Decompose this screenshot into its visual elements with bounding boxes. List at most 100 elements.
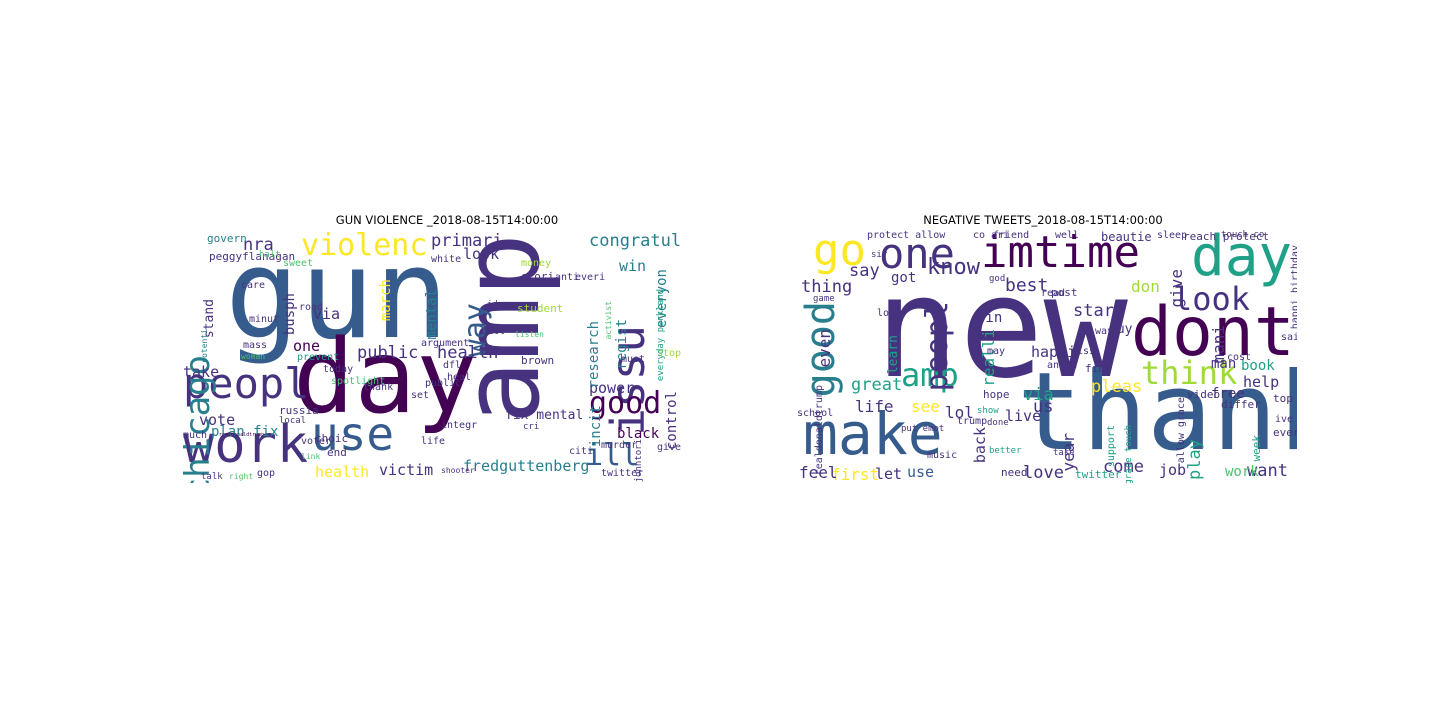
word-support: support — [1106, 425, 1117, 468]
word-public: public — [357, 343, 419, 363]
word-book: book — [1241, 358, 1275, 374]
word-job: job — [1159, 461, 1187, 479]
word-victim: victim — [379, 461, 434, 479]
word-twitter: twitter — [601, 468, 644, 479]
word-school: school — [797, 408, 834, 419]
wordcloud-title-gun-violence: GUN VIOLENCE _2018-08-15T14:00:00 — [335, 213, 559, 227]
word-top: top — [1273, 392, 1293, 405]
word-thank: thank — [1017, 350, 1297, 475]
word-plan-fix: plan fix — [211, 424, 279, 440]
word-work: work — [183, 415, 309, 475]
word-end: end — [327, 446, 347, 459]
word-choic: choic — [315, 432, 349, 445]
word-see: see — [911, 397, 940, 416]
word-use: use — [907, 463, 935, 481]
word-twitter: twitter — [1075, 468, 1122, 481]
word-stori: stori — [521, 270, 555, 283]
word-good: good — [589, 386, 662, 421]
word-differ: differ — [1221, 398, 1261, 411]
word-life: life — [855, 397, 894, 416]
word-activist: activist — [604, 301, 613, 340]
word-minut: minut — [249, 314, 280, 325]
word-put-emot: put emot — [901, 424, 945, 434]
word-prevent: prevent — [297, 352, 340, 363]
word-best: best — [1005, 275, 1049, 296]
word-woman: woman — [241, 352, 266, 361]
word-link: link — [301, 452, 321, 461]
wordcloud-gun-violence: gun amp day work use issu peopl chicago violenc w… — [181, 229, 687, 483]
word-first: first — [831, 465, 880, 483]
word-gun: gun — [225, 229, 449, 367]
word-fix-mental: fix mental — [505, 408, 584, 423]
word-anti: anti — [555, 272, 580, 283]
wordcloud-negative-tweets: newthankmakedontdayimtimeonegogoodamploo… — [791, 229, 1297, 483]
word-realdonaldtrump: realdonaldtrump — [219, 432, 265, 438]
word-health: health — [315, 463, 370, 481]
word-call: call — [481, 326, 506, 337]
word-look: look — [463, 245, 500, 263]
word-use: use — [311, 407, 395, 461]
word-march: march — [378, 279, 394, 322]
word-well: well — [1055, 230, 1080, 241]
word-said: said — [1281, 332, 1297, 343]
word-think: think — [1141, 354, 1238, 392]
word-don: don — [1131, 277, 1160, 296]
word-video: video — [1187, 388, 1221, 401]
word-care: care — [241, 280, 266, 291]
word-look: look — [1173, 280, 1251, 318]
word-johntori: johntori — [634, 439, 644, 483]
word-thing: thing — [801, 277, 853, 297]
word-realli: realli — [979, 329, 998, 387]
word-back: back — [971, 427, 989, 464]
word-work: work — [1225, 464, 1259, 480]
word-know: know — [927, 255, 980, 280]
word-read: read — [1041, 288, 1066, 299]
word-god: god — [989, 274, 1006, 284]
word-music: music — [927, 450, 958, 461]
word-talk: talk — [201, 472, 223, 482]
word-miss: miss — [1071, 346, 1096, 357]
word-lot: lot — [877, 308, 896, 319]
word-mental: mental — [424, 289, 440, 340]
word-better: better — [989, 446, 1022, 456]
word-give: give — [1167, 269, 1186, 308]
word-free: free — [1211, 386, 1245, 402]
word-one: one — [879, 229, 955, 278]
word-fredguttenberg: fredguttenberg — [463, 457, 590, 475]
word-heal: heal — [447, 372, 472, 383]
word-voter: voter — [301, 436, 332, 447]
word-week: week — [1250, 435, 1263, 462]
word-grace-touch: grace touch — [1124, 425, 1134, 483]
word-sweet: sweet — [283, 258, 314, 269]
word-thank: thank — [363, 382, 394, 393]
word-us: us — [1033, 397, 1054, 417]
word-post: post — [1051, 286, 1078, 299]
word-govern: govern — [207, 232, 247, 245]
word-research: research — [586, 321, 602, 389]
word-power: power — [589, 379, 635, 397]
word-happi-birthday: happi birthday — [1290, 245, 1297, 330]
wordcloud-title-negative-tweets: NEGATIVE TWEETS_2018-08-15T14:00:00 — [923, 213, 1163, 227]
word-cri: cri — [523, 422, 540, 432]
word-touch-co: touch co — [1221, 230, 1265, 240]
word-via: via — [313, 305, 341, 323]
word-guy: guy — [1109, 322, 1133, 337]
word-violenc: violenc — [301, 229, 428, 263]
word-via: via — [1023, 385, 1054, 405]
word-spotlight: spotlight — [331, 376, 386, 387]
word-set: set — [411, 390, 430, 401]
word-dont: dont — [1131, 293, 1295, 372]
word-argument: argument — [421, 338, 470, 349]
word-local: local — [279, 416, 307, 426]
word-potenti: potenti — [200, 329, 209, 363]
word-may: may — [987, 346, 1006, 357]
word-love: love — [1023, 463, 1064, 483]
word-alway: alway — [1083, 326, 1114, 337]
word-cost: cost — [1227, 352, 1252, 363]
word-show: show — [977, 406, 999, 416]
word-sir: sir — [871, 250, 888, 260]
word-lol: lol — [945, 403, 974, 422]
word-halt: halt — [259, 250, 281, 260]
word-everyday-parkland: everyday parkland — [656, 289, 666, 382]
word-sleep: sleep — [1157, 230, 1188, 241]
